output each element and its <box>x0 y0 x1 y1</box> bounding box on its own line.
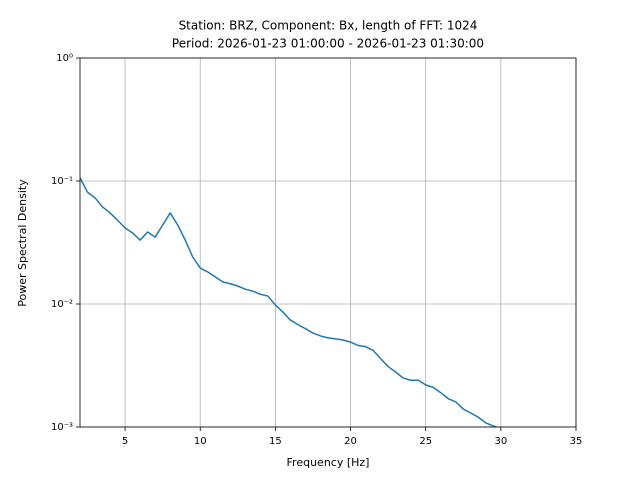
chart-title: Station: BRZ, Component: Bx, length of F… <box>179 19 478 33</box>
x-tick-label: 10 <box>194 436 207 447</box>
y-tick-label: 10⁻¹ <box>51 176 73 187</box>
x-tick-label: 5 <box>122 436 128 447</box>
x-tick-label: 20 <box>344 436 357 447</box>
y-tick-label: 10⁻² <box>51 299 73 310</box>
y-tick-label: 10⁻³ <box>51 422 73 433</box>
x-tick-label: 30 <box>494 436 507 447</box>
x-tick-label: 25 <box>419 436 432 447</box>
plot-frame <box>79 57 577 428</box>
data-line <box>79 177 497 428</box>
y-tick-label: 10⁰ <box>56 53 73 64</box>
x-tick-label: 35 <box>570 436 583 447</box>
chart-subtitle: Period: 2026-01-23 01:00:00 - 2026-01-23… <box>172 37 484 51</box>
x-axis-label: Frequency [Hz] <box>287 456 370 469</box>
x-tick-label: 15 <box>269 436 282 447</box>
y-axis-label: Power Spectral Density <box>16 179 29 307</box>
